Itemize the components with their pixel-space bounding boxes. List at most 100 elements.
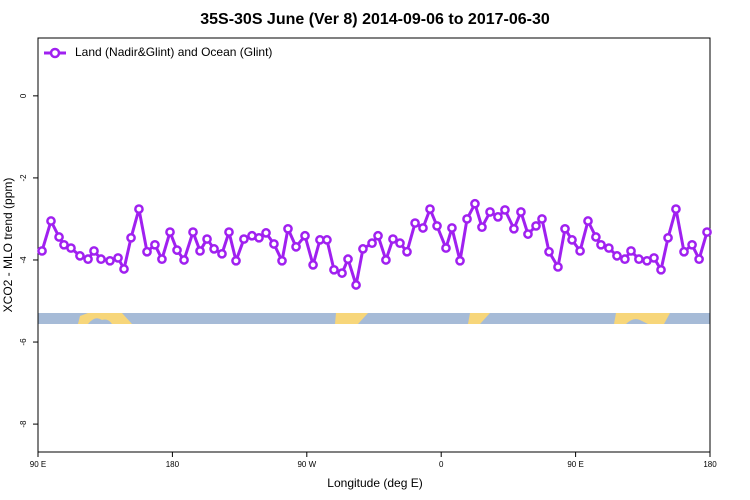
data-point [418, 223, 428, 233]
x-tick-label: 180 [166, 460, 180, 469]
y-axis-label: XCO2 - MLO trend (ppm) [1, 178, 15, 313]
data-point [105, 255, 115, 266]
data-point [493, 212, 503, 222]
data-point [209, 244, 219, 254]
data-point [388, 234, 398, 244]
data-point [634, 254, 644, 265]
data-point [300, 230, 310, 241]
data-point [66, 243, 76, 253]
y-tick-label: -2 [19, 174, 28, 182]
data-point [37, 246, 47, 256]
data-point [694, 254, 704, 265]
data-point [142, 246, 152, 257]
data-point [239, 234, 249, 244]
data-point [649, 253, 659, 263]
data-point [269, 239, 279, 249]
data-point [75, 251, 85, 261]
data-point [656, 264, 666, 275]
data-point [113, 253, 123, 263]
data-point [663, 232, 673, 243]
land-patch [614, 313, 670, 324]
ocean-strip [38, 313, 710, 324]
data-point [531, 221, 541, 231]
y-tick-label: 0 [19, 93, 28, 98]
data-point [89, 246, 99, 256]
data-point [134, 204, 144, 214]
data-point [620, 254, 630, 265]
data-point [455, 255, 465, 266]
data-point [254, 232, 264, 243]
land-patch [335, 313, 368, 324]
data-point [261, 228, 271, 238]
data-point [291, 241, 301, 252]
data-point [96, 254, 106, 265]
data-point [202, 234, 212, 244]
data-point [612, 251, 622, 261]
data-point [604, 243, 614, 253]
data-point [596, 239, 606, 250]
data-point [410, 218, 420, 228]
data-point [553, 262, 563, 272]
data-point [432, 221, 442, 231]
data-point [477, 222, 487, 233]
chart-title: 35S-30S June (Ver 8) 2014-09-06 to 2017-… [200, 11, 550, 28]
data-point [54, 232, 64, 242]
data-point [626, 246, 636, 256]
data-point [343, 254, 353, 265]
data-point [322, 235, 332, 245]
data-point [83, 254, 93, 265]
legend: Land (Nadir&Glint) and Ocean (Glint) [44, 45, 272, 59]
data-point [126, 232, 136, 243]
data-point [231, 255, 241, 266]
data-point [119, 264, 129, 274]
data-point [591, 232, 601, 242]
data-point [567, 235, 577, 245]
data-point [157, 254, 167, 265]
data-point [523, 229, 533, 239]
x-tick-label: 90 E [567, 460, 583, 469]
legend-label: Land (Nadir&Glint) and Ocean (Glint) [75, 45, 272, 59]
data-point [373, 230, 383, 241]
data-point [358, 244, 368, 254]
data-point [195, 246, 205, 256]
x-tick-label: 90 E [30, 460, 46, 469]
data-point [544, 246, 554, 257]
data-point [395, 238, 405, 249]
x-axis-label: Longitude (deg E) [327, 476, 422, 490]
data-point [308, 260, 318, 270]
x-tick-label: 180 [703, 460, 717, 469]
data-point [537, 214, 547, 224]
data-point [188, 227, 198, 237]
land-patch [468, 313, 490, 324]
data-point [447, 223, 457, 233]
data-point [687, 239, 697, 250]
y-tick-label: -8 [19, 420, 28, 428]
x-tick-label: 0 [439, 460, 444, 469]
data-point [283, 223, 293, 234]
land-ocean-strip [38, 313, 710, 324]
y-tick-label: -4 [19, 256, 28, 264]
data-point [402, 246, 412, 257]
data-point [277, 255, 287, 266]
data-point [560, 223, 570, 234]
data-point [583, 216, 593, 226]
data-point [172, 245, 182, 255]
data-point [462, 214, 472, 224]
data-point [702, 227, 712, 237]
data-point [679, 246, 689, 257]
legend-marker [49, 47, 61, 59]
data-point [329, 264, 339, 275]
data-point [425, 204, 435, 214]
data-point [46, 216, 56, 226]
data-point [165, 227, 175, 237]
data-point [671, 204, 681, 214]
data-point [575, 246, 585, 256]
data-point [509, 223, 519, 234]
data-point [516, 207, 526, 217]
data-point [485, 207, 495, 217]
data-point [441, 243, 451, 253]
data-point [470, 198, 480, 209]
y-tick-label: -6 [19, 338, 28, 346]
data-point [217, 248, 227, 259]
data-point [367, 238, 377, 249]
